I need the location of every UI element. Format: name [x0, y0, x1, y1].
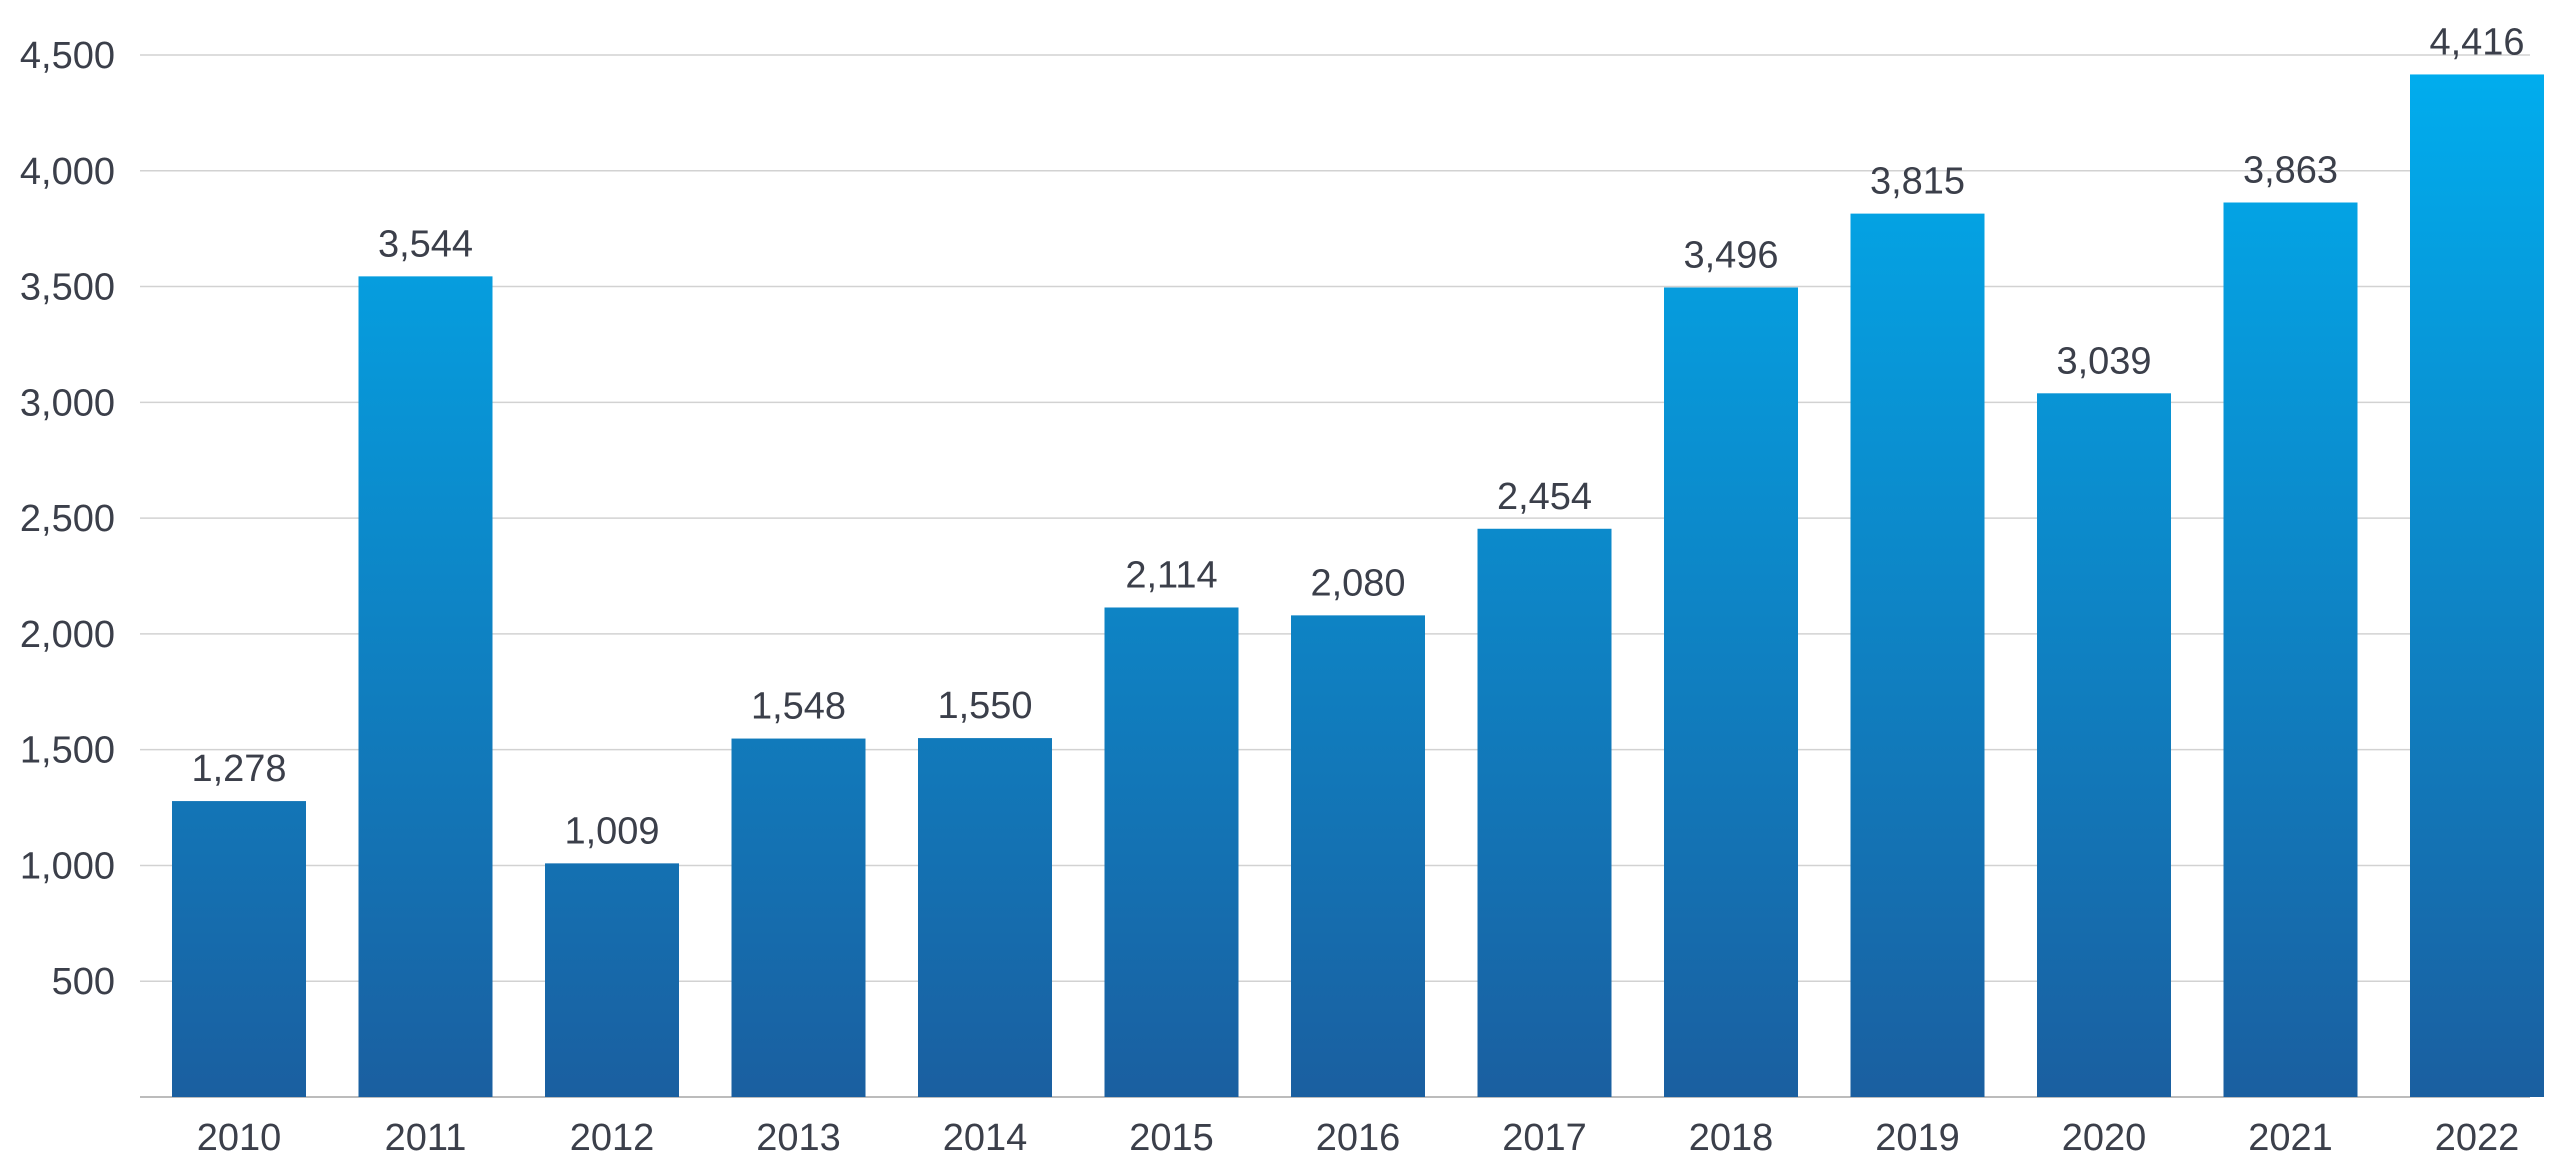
x-tick-label: 2022 — [2435, 1117, 2520, 1159]
bar — [1104, 607, 1239, 1097]
bar — [731, 738, 866, 1097]
data-label: 1,548 — [751, 686, 846, 728]
x-tick-label: 2018 — [1689, 1117, 1774, 1159]
x-tick-label: 2013 — [756, 1117, 841, 1159]
data-labels: 1,278 3,544 1,009 1,548 1,550 2,114 2,080 2,454… — [191, 21, 2524, 852]
bar — [1477, 528, 1612, 1097]
x-tick-label: 2019 — [1875, 1117, 1960, 1159]
bar — [172, 801, 306, 1097]
x-tick-label: 2016 — [1316, 1117, 1401, 1159]
bar — [358, 276, 493, 1098]
y-tick-label: 500 — [52, 961, 115, 1003]
bar — [918, 738, 1052, 1097]
data-label: 2,454 — [1497, 476, 1592, 518]
bar — [1850, 213, 1985, 1098]
y-tick-label: 3,000 — [20, 382, 115, 424]
bar — [1291, 615, 1425, 1097]
y-axis: 500 1,000 1,500 2,000 2,500 3,000 3,500 4,000 4,… — [20, 35, 115, 1003]
bar — [545, 863, 679, 1097]
x-tick-label: 2012 — [570, 1117, 655, 1159]
y-tick-label: 2,000 — [20, 614, 115, 656]
bar — [2410, 74, 2544, 1097]
data-label: 1,550 — [937, 685, 1032, 727]
data-label: 3,496 — [1683, 234, 1778, 276]
x-tick-label: 2011 — [385, 1117, 467, 1159]
data-label: 3,039 — [2056, 340, 2151, 382]
x-tick-label: 2017 — [1502, 1117, 1587, 1159]
data-label: 1,009 — [564, 810, 659, 852]
data-label: 3,544 — [378, 223, 473, 265]
data-label: 2,080 — [1310, 562, 1405, 604]
x-axis: 2010 2011 2012 2013 2014 2015 2016 2017 2018 2019… — [197, 1117, 2520, 1159]
bar — [2037, 393, 2171, 1097]
x-tick-label: 2010 — [197, 1117, 282, 1159]
y-tick-label: 3,500 — [20, 267, 115, 309]
y-tick-label: 4,500 — [20, 35, 115, 77]
x-tick-label: 2021 — [2248, 1117, 2333, 1159]
data-label: 3,863 — [2243, 150, 2338, 192]
data-label: 3,815 — [1870, 161, 1965, 203]
bar — [2223, 202, 2358, 1098]
x-tick-label: 2020 — [2062, 1117, 2147, 1159]
y-tick-label: 1,500 — [20, 730, 115, 772]
data-label: 4,416 — [2429, 21, 2524, 63]
x-tick-label: 2015 — [1129, 1117, 1214, 1159]
y-tick-label: 1,000 — [20, 845, 115, 887]
bar — [1664, 287, 1798, 1097]
data-label: 1,278 — [191, 748, 286, 790]
bars — [172, 74, 2544, 1098]
y-tick-label: 2,500 — [20, 498, 115, 540]
x-tick-label: 2014 — [943, 1117, 1028, 1159]
data-label: 2,114 — [1125, 554, 1217, 596]
y-tick-label: 4,000 — [20, 151, 115, 193]
